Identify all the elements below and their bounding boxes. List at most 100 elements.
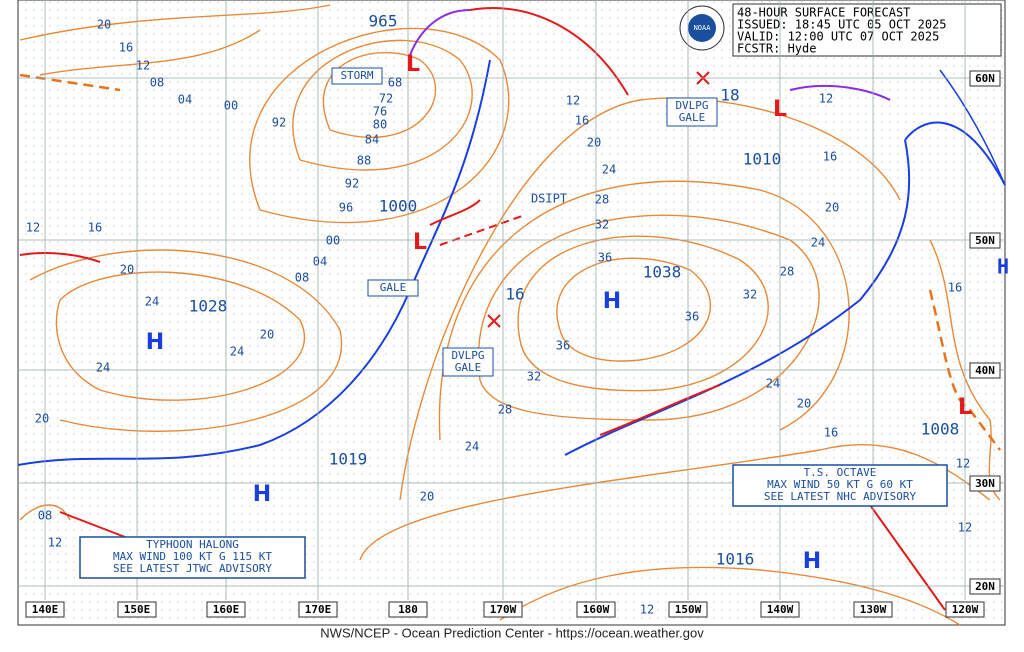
- center-symbol: L: [406, 52, 420, 77]
- isobar-label: 36: [556, 339, 570, 353]
- advisory-line: TYPHOON HALONG: [146, 538, 239, 551]
- advisory-line: SEE LATEST NHC ADVISORY: [764, 490, 917, 503]
- center-symbol: L: [773, 97, 787, 122]
- lat-label-box: [969, 578, 1001, 595]
- warning-box: [442, 347, 494, 377]
- isobar-label: 20: [120, 263, 134, 277]
- lon-label-box: [298, 601, 338, 618]
- isobar-label: 36: [598, 251, 612, 265]
- lat-label: 30N: [975, 477, 995, 490]
- pressure-value: 1016: [716, 550, 755, 569]
- isobar-label: 28: [498, 403, 512, 417]
- isobar-label: 80: [373, 118, 387, 132]
- dissipating-label: DSIPT: [531, 192, 567, 206]
- lon-label: 150W: [675, 603, 702, 616]
- pressure-value: 1010: [743, 150, 782, 169]
- lon-label-box: [576, 601, 616, 618]
- isobar-label: 20: [97, 18, 111, 32]
- isobar-label: 20: [825, 201, 839, 215]
- header-line: VALID: 12:00 UTC 07 OCT 2025: [737, 30, 939, 44]
- lon-label-box: [117, 601, 157, 618]
- isobar-label: 24: [465, 440, 479, 454]
- lon-label: 140E: [32, 603, 59, 616]
- isobar-label: 24: [230, 345, 244, 359]
- isobar-label: 88: [357, 154, 371, 168]
- advisory-line: MAX WIND 50 KT G 60 KT: [767, 478, 913, 491]
- lon-label-box: [853, 601, 893, 618]
- isobar-label: 16: [88, 221, 102, 235]
- isobar-label: 24: [766, 377, 780, 391]
- isobar-label: 12: [956, 457, 970, 471]
- footer: NWS/NCEP - Ocean Prediction Center - htt…: [320, 625, 704, 640]
- lon-label: 160W: [583, 603, 610, 616]
- isobar-label: 12: [819, 92, 833, 106]
- lon-label-box: [25, 601, 65, 618]
- isobar-label: 04: [178, 93, 192, 107]
- isobar-label: 00: [224, 99, 238, 113]
- isobar-label: 20: [587, 136, 601, 150]
- lon-label: 130W: [860, 603, 887, 616]
- lat-label-box: [969, 475, 1001, 492]
- lon-label: 170E: [305, 603, 332, 616]
- isobar-label: 24: [145, 295, 159, 309]
- lat-label-box: [969, 232, 1001, 249]
- isobar-label: 92: [345, 177, 359, 191]
- isobar-label: 96: [339, 201, 353, 215]
- center-symbol: H: [997, 255, 1009, 279]
- pressure-value: 1038: [643, 263, 682, 282]
- isobar-label: 92: [272, 116, 286, 130]
- lon-label: 140W: [767, 603, 794, 616]
- isobar-label: 12: [566, 94, 580, 108]
- advisory-box: [732, 464, 948, 507]
- lat-label: 20N: [975, 580, 995, 593]
- advisory-line: SEE LATEST JTWC ADVISORY: [113, 562, 272, 575]
- lat-label: 40N: [975, 364, 995, 377]
- isobar-label: 16: [119, 41, 133, 55]
- warning-box: [666, 97, 718, 127]
- isobar-label: 20: [797, 397, 811, 411]
- lat-label-box: [969, 70, 1001, 87]
- lat-label: 60N: [975, 72, 995, 85]
- isobar-label: 28: [595, 193, 609, 207]
- lon-label-box: [945, 601, 985, 618]
- isobar-label: 24: [96, 361, 110, 375]
- isobar-label: 16: [824, 426, 838, 440]
- logo: NOAA: [694, 24, 712, 32]
- isobar-label: 68: [388, 76, 402, 90]
- header-line: FCSTR: Hyde: [737, 42, 816, 56]
- lon-label-box: [388, 601, 428, 618]
- lat-label-box: [969, 362, 1001, 379]
- pressure-value: 1008: [921, 420, 960, 439]
- center-symbol: H: [603, 289, 621, 314]
- isobar-label: 12: [640, 603, 654, 617]
- minor-center-value: 18: [720, 86, 739, 105]
- warning-label: DVLPG GALE: [675, 99, 708, 124]
- isobar-label: 12: [26, 221, 40, 235]
- warning-label: GALE: [380, 281, 407, 294]
- isobar-label: 36: [685, 310, 699, 324]
- advisory-line: MAX WIND 100 KT G 115 KT: [113, 550, 272, 563]
- center-symbol: H: [253, 482, 271, 507]
- isobar-label: 12: [48, 536, 62, 550]
- isobar-label: 12: [958, 521, 972, 535]
- isobar-label: 08: [150, 76, 164, 90]
- isobars: [19, 4, 1001, 626]
- isobar-label: 20: [35, 412, 49, 426]
- lon-label: 150E: [124, 603, 151, 616]
- map-frame: [17, 0, 1006, 626]
- isobar-label: 08: [295, 271, 309, 285]
- lon-label-box: [206, 601, 246, 618]
- isobar-label: 24: [602, 163, 616, 177]
- isobar-label: 24: [811, 236, 825, 250]
- lon-label-box: [483, 601, 523, 618]
- isobar-label: 32: [743, 288, 757, 302]
- isobar-label: 16: [575, 114, 589, 128]
- center-symbol: L: [958, 395, 972, 420]
- isobar-label: 00: [326, 234, 340, 248]
- isobar-label: 20: [260, 328, 274, 342]
- lon-label: 120W: [952, 603, 979, 616]
- lat-label: 50N: [975, 234, 995, 247]
- center-symbol: H: [146, 330, 164, 355]
- isobar-label: 32: [527, 370, 541, 384]
